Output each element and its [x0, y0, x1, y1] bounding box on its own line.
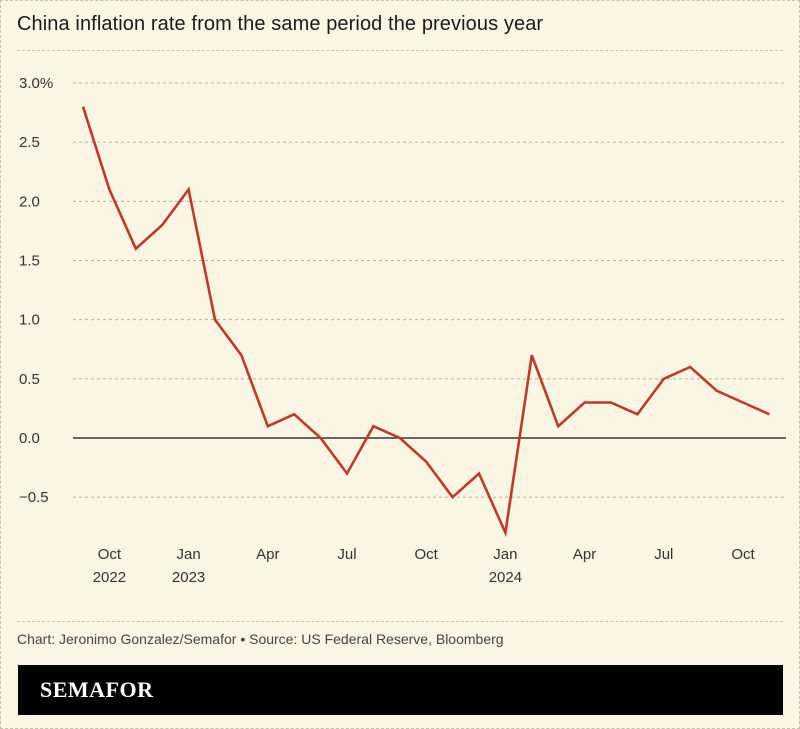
x-tick-year-label: 2023 [172, 569, 205, 586]
x-tick-year-label: 2022 [93, 569, 126, 586]
y-axis-ticks: 3.0% 2.5 2.0 1.5 1.0 0.5 0.0 −0.5 [19, 75, 53, 506]
y-tick-label: 1.5 [19, 253, 40, 270]
semafor-logo: SEMAFOR [40, 677, 154, 702]
x-tick-label: Jul [654, 546, 673, 563]
y-tick-label: 1.0 [19, 312, 40, 329]
bottom-divider [17, 621, 783, 622]
x-axis-ticks: Oct 2022 Jan 2023 Apr Jul Oct Jan 2024 Apr Jul Oct [93, 546, 756, 586]
gridlines [73, 82, 786, 498]
x-tick-label: Jul [337, 546, 356, 563]
x-tick-label: Apr [256, 546, 279, 563]
source-credit: Chart: Jeronimo Gonzalez/Semafor • Sourc… [17, 631, 504, 647]
x-tick-label: Oct [731, 546, 755, 563]
y-tick-label: 2.5 [19, 134, 40, 151]
top-divider [17, 50, 783, 51]
y-tick-label: 2.0 [19, 193, 40, 210]
line-chart: 3.0% 2.5 2.0 1.5 1.0 0.5 0.0 −0.5 Oct 2022 Jan 202… [19, 75, 786, 586]
y-tick-label: 0.0 [19, 430, 40, 447]
y-tick-label: 0.5 [19, 371, 40, 388]
y-tick-label: 3.0% [19, 75, 53, 92]
y-tick-label: −0.5 [19, 489, 49, 506]
series-layer [81, 106, 770, 538]
inflation-series-line [81, 106, 770, 538]
x-tick-year-label: 2024 [489, 569, 522, 586]
x-tick-label: Jan [177, 546, 201, 563]
x-tick-label: Oct [98, 546, 122, 563]
x-tick-label: Oct [415, 546, 439, 563]
x-tick-label: Jan [493, 546, 517, 563]
chart-title: China inflation rate from the same perio… [17, 13, 544, 35]
x-tick-label: Apr [573, 546, 596, 563]
brand-bar: SEMAFOR [18, 665, 783, 715]
